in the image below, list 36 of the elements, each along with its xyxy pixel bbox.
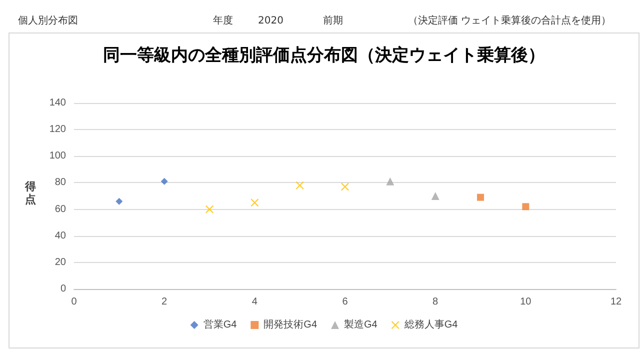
point [431, 192, 440, 200]
text: 個人別分布図 [18, 14, 78, 26]
text: （決定評価 ウェイト乗算後の合計点を使用） [408, 14, 612, 26]
x-tick-label: 10 [520, 296, 532, 308]
y-tick-label: 60 [54, 204, 66, 215]
point [341, 182, 349, 191]
y-tick-label: 140 [49, 98, 66, 108]
point [296, 181, 304, 190]
point [160, 178, 168, 185]
x-tick-label: 8 [432, 296, 439, 308]
text: 前期 [323, 14, 343, 26]
point [386, 177, 394, 186]
x-tick-label: 0 [71, 296, 78, 308]
y-tick-label: 0 [60, 284, 66, 294]
y-tick-label: 80 [54, 177, 66, 188]
text: 年度 [213, 14, 233, 26]
chart-title: 同一等級内の全種別評価点分布図（決定ウェイト乗算後） [103, 46, 545, 66]
y-tick-label: 20 [54, 256, 66, 268]
y-axis-title: 得点 [24, 180, 36, 206]
x-tick-label: 4 [252, 296, 258, 308]
point [116, 198, 123, 205]
legend-label: 総務人事G4 [403, 318, 458, 330]
point [250, 198, 259, 207]
point [522, 203, 530, 210]
x-tick-label: 6 [342, 296, 348, 308]
point [477, 194, 484, 201]
legend-label: 製造G4 [344, 318, 378, 330]
legend-label: 開発技術G4 [264, 318, 318, 330]
x-tick-label: 12 [610, 296, 622, 308]
y-tick-label: 100 [49, 150, 66, 162]
x-tick-label: 2 [162, 296, 168, 308]
y-tick-label: 40 [54, 230, 66, 242]
y-tick-label: 120 [49, 124, 66, 136]
legend-label: 営業G4 [203, 318, 238, 330]
point [206, 205, 214, 214]
text: 2020 [258, 16, 284, 26]
